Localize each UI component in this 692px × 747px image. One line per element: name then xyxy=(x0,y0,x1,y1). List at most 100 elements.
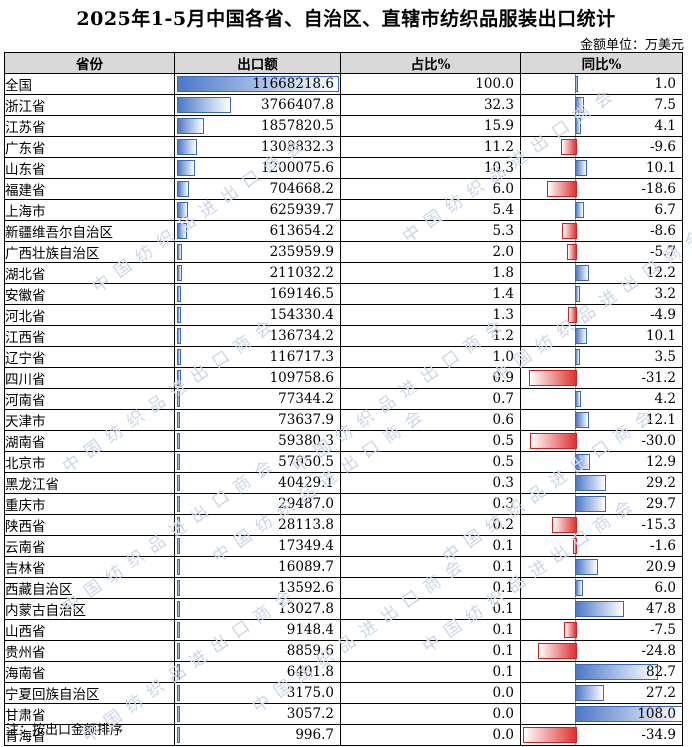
yoy-cell: -7.5 xyxy=(520,619,683,641)
export-cell: 613654.2 xyxy=(174,220,341,242)
yoy-bar xyxy=(575,160,587,176)
export-cell: 3175.0 xyxy=(174,682,341,704)
share-cell: 5.4 xyxy=(340,199,521,221)
export-bar xyxy=(177,622,180,638)
yoy-bar xyxy=(547,181,577,197)
export-bar xyxy=(177,685,180,701)
share-value: 0.1 xyxy=(492,580,514,596)
yoy-value: 4.1 xyxy=(654,118,676,134)
export-cell: 116717.3 xyxy=(174,346,341,368)
export-cell: 59380.3 xyxy=(174,430,341,452)
export-value: 1857820.5 xyxy=(260,118,334,134)
table-row: 天津市 73637.9 0.6 12.1 xyxy=(4,409,683,431)
yoy-cell: 6.0 xyxy=(520,577,683,599)
yoy-cell: -34.9 xyxy=(520,724,683,746)
table-row: 广西壮族自治区 235959.9 2.0 -5.7 xyxy=(4,241,683,263)
share-value: 0.0 xyxy=(492,706,514,722)
share-value: 100.0 xyxy=(475,76,514,92)
export-value: 116717.3 xyxy=(269,349,334,365)
export-bar xyxy=(177,475,180,491)
table-row: 湖北省 211032.2 1.8 12.2 xyxy=(4,262,683,284)
yoy-value: 47.8 xyxy=(645,601,676,617)
yoy-bar xyxy=(575,391,582,407)
export-value: 59380.3 xyxy=(278,433,334,449)
table-row: 四川省 109758.6 0.9 -31.2 xyxy=(4,367,683,389)
yoy-value: 10.1 xyxy=(645,160,676,176)
export-value: 3766407.8 xyxy=(260,97,334,113)
share-value: 32.3 xyxy=(483,97,514,113)
export-value: 13592.6 xyxy=(278,580,334,596)
export-value: 77344.2 xyxy=(278,391,334,407)
export-cell: 13592.6 xyxy=(174,577,341,599)
yoy-bar xyxy=(575,475,606,491)
table-row: 江西省 136734.2 1.2 10.1 xyxy=(4,325,683,347)
table-header-row: 省份 出口额 占比% 同比% xyxy=(4,52,683,74)
export-value: 29487.0 xyxy=(278,496,334,512)
yoy-cell: -1.6 xyxy=(520,535,683,557)
export-value: 17349.4 xyxy=(278,538,334,554)
share-value: 5.3 xyxy=(492,223,514,239)
yoy-cell: 3.5 xyxy=(520,346,683,368)
yoy-bar xyxy=(575,349,581,365)
yoy-bar xyxy=(575,286,581,302)
yoy-cell: 10.1 xyxy=(520,325,683,347)
yoy-value: 20.9 xyxy=(645,559,676,575)
export-cell: 109758.6 xyxy=(174,367,341,389)
yoy-bar xyxy=(575,202,584,218)
yoy-cell: 29.7 xyxy=(520,493,683,515)
footnote: 注：按出口金额排序 xyxy=(6,723,124,738)
yoy-value: -7.5 xyxy=(649,622,676,638)
share-cell: 32.3 xyxy=(340,94,521,116)
yoy-bar xyxy=(566,244,577,260)
share-cell: 0.6 xyxy=(340,409,521,431)
export-value: 1308832.3 xyxy=(260,139,334,155)
export-value: 73637.9 xyxy=(278,412,334,428)
yoy-cell: 108.0 xyxy=(520,703,683,725)
export-cell: 28113.8 xyxy=(174,514,341,536)
share-cell: 0.1 xyxy=(340,640,521,662)
export-bar xyxy=(177,244,183,260)
export-bar xyxy=(177,223,188,239)
share-cell: 1.8 xyxy=(340,262,521,284)
share-value: 15.9 xyxy=(483,118,514,134)
yoy-bar xyxy=(523,727,577,743)
export-bar xyxy=(177,580,180,596)
export-bar xyxy=(177,496,180,512)
yoy-bar xyxy=(575,454,590,470)
share-cell: 0.2 xyxy=(340,514,521,536)
export-value: 8859.6 xyxy=(286,643,334,659)
province-cell: 湖北省 xyxy=(4,262,175,284)
export-value: 169146.5 xyxy=(269,286,334,302)
export-value: 154330.4 xyxy=(269,307,334,323)
table-row: 甘肃省 3057.2 0.0 108.0 xyxy=(4,703,683,725)
export-cell: 29487.0 xyxy=(174,493,341,515)
share-cell: 5.3 xyxy=(340,220,521,242)
share-value: 5.4 xyxy=(492,202,514,218)
yoy-cell: -5.7 xyxy=(520,241,683,263)
province-cell: 西藏自治区 xyxy=(4,577,175,599)
yoy-cell: -18.6 xyxy=(520,178,683,200)
yoy-value: 7.5 xyxy=(654,97,676,113)
header-yoy: 同比% xyxy=(520,52,683,74)
export-bar xyxy=(177,118,205,134)
province-cell: 新疆维吾尔自治区 xyxy=(4,220,175,242)
yoy-bar xyxy=(575,118,582,134)
export-bar xyxy=(177,433,180,449)
yoy-cell: 7.5 xyxy=(520,94,683,116)
yoy-bar xyxy=(575,76,578,92)
share-cell: 0.3 xyxy=(340,472,521,494)
export-cell: 154330.4 xyxy=(174,304,341,326)
export-cell: 13027.8 xyxy=(174,598,341,620)
yoy-cell: -9.6 xyxy=(520,136,683,158)
export-value: 996.7 xyxy=(295,727,334,743)
share-value: 10.3 xyxy=(483,160,514,176)
export-bar xyxy=(177,76,339,92)
yoy-bar xyxy=(530,433,577,449)
table-row: 山东省 1200075.6 10.3 10.1 xyxy=(4,157,683,179)
share-value: 1.4 xyxy=(492,286,514,302)
export-cell: 136734.2 xyxy=(174,325,341,347)
yoy-value: 3.5 xyxy=(654,349,676,365)
unit-label: 金额单位：万美元 xyxy=(579,38,684,53)
export-value: 3057.2 xyxy=(286,706,334,722)
share-value: 6.0 xyxy=(492,181,514,197)
